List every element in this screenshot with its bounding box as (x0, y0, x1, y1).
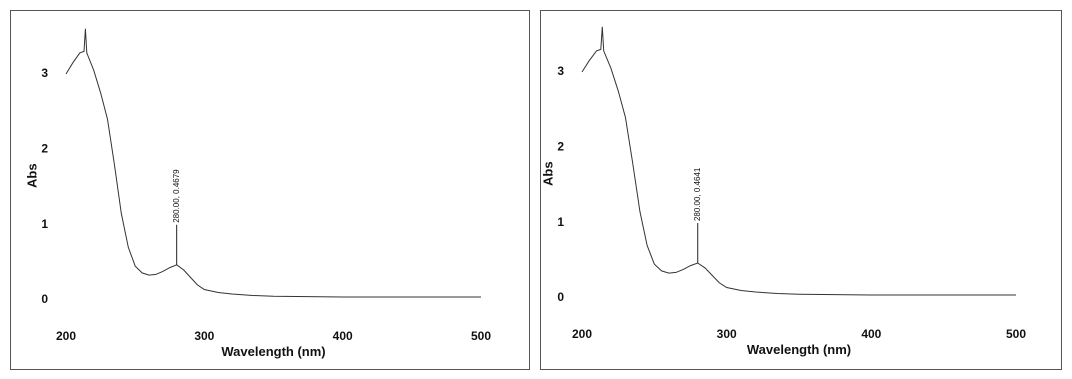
panel-frame (540, 10, 1062, 370)
x-tick-label: 300 (194, 329, 214, 343)
x-axis-label: Wavelength (nm) (747, 342, 851, 357)
x-tick-label: 300 (717, 327, 737, 341)
spectrum-line (65, 28, 481, 298)
y-tick-label: 0 (41, 292, 48, 306)
x-tick-label: 500 (471, 329, 491, 343)
annotation-label: 280.00, 0.4679 (172, 169, 181, 223)
y-tick-label: 2 (557, 140, 564, 154)
x-axis-label: Wavelength (nm) (221, 344, 325, 359)
spectrum-line (581, 26, 1016, 296)
x-tick-label: 500 (1006, 327, 1026, 341)
y-tick-label: 3 (41, 66, 48, 80)
panel-frame (10, 10, 530, 370)
annotation-label: 280.00, 0.4641 (693, 167, 702, 221)
y-axis-label: Abs (24, 163, 39, 188)
x-tick-label: 200 (56, 329, 76, 343)
y-tick-label: 3 (557, 64, 564, 78)
x-tick-label: 400 (333, 329, 353, 343)
y-tick-label: 2 (41, 142, 48, 156)
y-tick-label: 1 (41, 217, 48, 231)
y-tick-label: 1 (557, 215, 564, 229)
x-tick-label: 200 (572, 327, 592, 341)
x-tick-label: 400 (861, 327, 881, 341)
y-tick-label: 0 (557, 290, 564, 304)
y-axis-label: Abs (540, 161, 555, 186)
